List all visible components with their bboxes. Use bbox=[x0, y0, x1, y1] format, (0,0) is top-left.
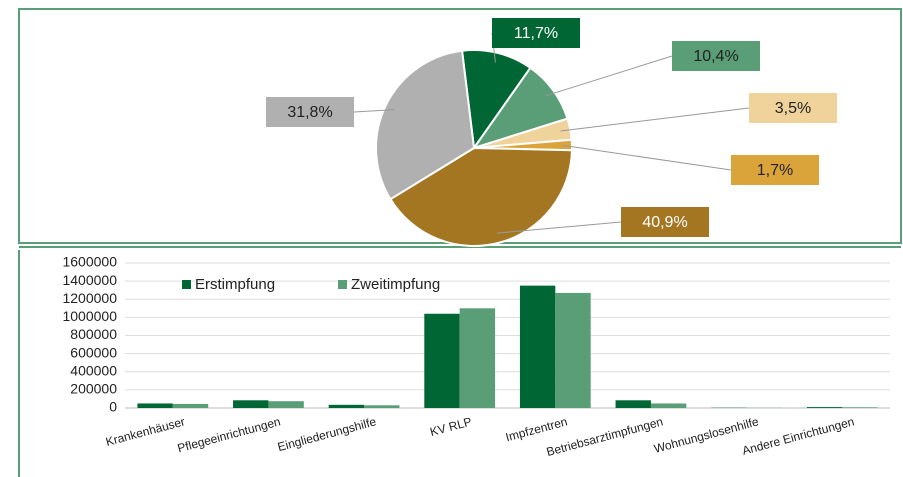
legend-swatch bbox=[338, 280, 347, 289]
data-label: 40,9% bbox=[642, 214, 687, 231]
bar bbox=[555, 292, 591, 408]
bar bbox=[172, 403, 209, 408]
x-tick-label: Impfzentren bbox=[504, 414, 569, 444]
x-tick-label: Pflegeeinrichtungen bbox=[176, 414, 282, 455]
bar bbox=[615, 400, 651, 408]
y-tick-label: 0 bbox=[109, 399, 117, 415]
leader-line bbox=[353, 109, 395, 113]
y-tick-label: 1200000 bbox=[62, 290, 117, 306]
data-label-box bbox=[621, 207, 709, 237]
x-tick-label: KV RLP bbox=[428, 414, 473, 439]
bar bbox=[328, 404, 365, 408]
bar bbox=[424, 313, 460, 408]
y-tick-label: 1600000 bbox=[62, 254, 117, 270]
leader-line bbox=[560, 107, 750, 132]
data-label-box bbox=[672, 41, 760, 71]
leader-line bbox=[562, 144, 732, 171]
y-tick-label: 1000000 bbox=[62, 308, 117, 324]
data-label-box bbox=[266, 97, 354, 127]
y-tick-label: 1400000 bbox=[62, 272, 117, 288]
y-tick-label: 600000 bbox=[70, 344, 117, 360]
leader-line bbox=[545, 55, 673, 97]
y-tick-label: 800000 bbox=[70, 326, 117, 342]
bar bbox=[364, 405, 400, 408]
data-label: 3,5% bbox=[775, 100, 811, 117]
data-label-box bbox=[731, 155, 819, 185]
x-tick-label: Eingliederungshilfe bbox=[276, 414, 378, 454]
data-label: 11,7% bbox=[514, 25, 558, 42]
data-label: 10,4% bbox=[693, 48, 738, 65]
bar bbox=[519, 285, 556, 408]
data-label-box bbox=[749, 93, 837, 123]
legend-label: Erstimpfung bbox=[195, 276, 275, 293]
bar bbox=[233, 400, 269, 408]
bar bbox=[650, 403, 687, 408]
bar bbox=[806, 407, 843, 408]
data-label: 1,7% bbox=[757, 162, 793, 179]
y-tick-label: 200000 bbox=[70, 381, 117, 397]
bar bbox=[459, 308, 496, 408]
y-tick-label: 400000 bbox=[70, 362, 117, 378]
data-label-box bbox=[492, 18, 580, 48]
bar bbox=[268, 401, 304, 408]
bar bbox=[137, 403, 173, 408]
legend-swatch bbox=[182, 280, 191, 289]
leader-line bbox=[496, 221, 622, 234]
x-tick-label: Krankenhäuser bbox=[104, 414, 186, 449]
legend-label: Zweitimpfung bbox=[351, 276, 440, 293]
pie-slice bbox=[375, 49, 476, 201]
data-label: 31,8% bbox=[287, 104, 332, 121]
pie-slice bbox=[460, 49, 532, 151]
bar bbox=[842, 407, 878, 408]
